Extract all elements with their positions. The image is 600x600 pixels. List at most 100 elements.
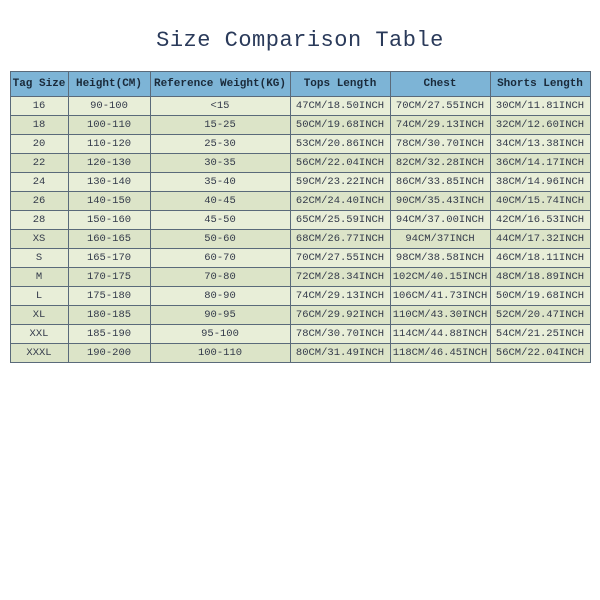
table-cell: 35-40 bbox=[150, 173, 290, 192]
table-cell: XXXL bbox=[10, 344, 68, 363]
table-cell: 25-30 bbox=[150, 135, 290, 154]
table-cell: 47CM/18.50INCH bbox=[290, 97, 390, 116]
table-cell: 50CM/19.68INCH bbox=[490, 287, 590, 306]
table-cell: 32CM/12.60INCH bbox=[490, 116, 590, 135]
table-cell: 175-180 bbox=[68, 287, 150, 306]
table-row: 22120-13030-3556CM/22.04INCH82CM/32.28IN… bbox=[10, 154, 590, 173]
table-row: S165-17060-7070CM/27.55INCH98CM/38.58INC… bbox=[10, 249, 590, 268]
table-cell: S bbox=[10, 249, 68, 268]
table-cell: 100-110 bbox=[68, 116, 150, 135]
table-cell: 150-160 bbox=[68, 211, 150, 230]
col-header-height: Height(CM) bbox=[68, 72, 150, 97]
table-cell: 82CM/32.28INCH bbox=[390, 154, 490, 173]
table-cell: 94CM/37INCH bbox=[390, 230, 490, 249]
table-cell: 180-185 bbox=[68, 306, 150, 325]
table-cell: 80CM/31.49INCH bbox=[290, 344, 390, 363]
table-cell: 48CM/18.89INCH bbox=[490, 268, 590, 287]
table-cell: 106CM/41.73INCH bbox=[390, 287, 490, 306]
table-cell: 15-25 bbox=[150, 116, 290, 135]
table-row: 28150-16045-5065CM/25.59INCH94CM/37.00IN… bbox=[10, 211, 590, 230]
table-row: 20110-12025-3053CM/20.86INCH78CM/30.70IN… bbox=[10, 135, 590, 154]
table-cell: 110CM/43.30INCH bbox=[390, 306, 490, 325]
table-row: 26140-15040-4562CM/24.40INCH90CM/35.43IN… bbox=[10, 192, 590, 211]
table-cell: 90CM/35.43INCH bbox=[390, 192, 490, 211]
table-cell: 140-150 bbox=[68, 192, 150, 211]
table-cell: 36CM/14.17INCH bbox=[490, 154, 590, 173]
header-row: Tag Size Height(CM) Reference Weight(KG)… bbox=[10, 72, 590, 97]
col-header-shorts-length: Shorts Length bbox=[490, 72, 590, 97]
table-cell: 74CM/29.13INCH bbox=[290, 287, 390, 306]
table-cell: 72CM/28.34INCH bbox=[290, 268, 390, 287]
table-cell: 68CM/26.77INCH bbox=[290, 230, 390, 249]
size-table: Tag Size Height(CM) Reference Weight(KG)… bbox=[10, 71, 591, 363]
table-row: 18100-11015-2550CM/19.68INCH74CM/29.13IN… bbox=[10, 116, 590, 135]
table-cell: 120-130 bbox=[68, 154, 150, 173]
table-cell: 30-35 bbox=[150, 154, 290, 173]
page-title: Size Comparison Table bbox=[156, 28, 444, 53]
table-cell: 78CM/30.70INCH bbox=[390, 135, 490, 154]
table-cell: 90-95 bbox=[150, 306, 290, 325]
table-cell: 40CM/15.74INCH bbox=[490, 192, 590, 211]
table-row: XXL185-19095-10078CM/30.70INCH114CM/44.8… bbox=[10, 325, 590, 344]
table-cell: 95-100 bbox=[150, 325, 290, 344]
table-cell: XL bbox=[10, 306, 68, 325]
table-cell: 42CM/16.53INCH bbox=[490, 211, 590, 230]
table-cell: <15 bbox=[150, 97, 290, 116]
table-row: L175-18080-9074CM/29.13INCH106CM/41.73IN… bbox=[10, 287, 590, 306]
table-cell: 165-170 bbox=[68, 249, 150, 268]
table-cell: 44CM/17.32INCH bbox=[490, 230, 590, 249]
table-cell: 80-90 bbox=[150, 287, 290, 306]
table-cell: 24 bbox=[10, 173, 68, 192]
table-cell: 118CM/46.45INCH bbox=[390, 344, 490, 363]
table-cell: 190-200 bbox=[68, 344, 150, 363]
table-cell: 130-140 bbox=[68, 173, 150, 192]
table-cell: 86CM/33.85INCH bbox=[390, 173, 490, 192]
table-cell: 110-120 bbox=[68, 135, 150, 154]
table-cell: 160-165 bbox=[68, 230, 150, 249]
table-cell: 170-175 bbox=[68, 268, 150, 287]
table-cell: 90-100 bbox=[68, 97, 150, 116]
table-cell: 34CM/13.38INCH bbox=[490, 135, 590, 154]
table-cell: 50CM/19.68INCH bbox=[290, 116, 390, 135]
table-cell: 60-70 bbox=[150, 249, 290, 268]
table-cell: 38CM/14.96INCH bbox=[490, 173, 590, 192]
table-cell: 100-110 bbox=[150, 344, 290, 363]
table-cell: 70CM/27.55INCH bbox=[390, 97, 490, 116]
table-cell: 56CM/22.04INCH bbox=[490, 344, 590, 363]
table-cell: 65CM/25.59INCH bbox=[290, 211, 390, 230]
table-cell: 94CM/37.00INCH bbox=[390, 211, 490, 230]
table-cell: 46CM/18.11INCH bbox=[490, 249, 590, 268]
table-row: M170-17570-8072CM/28.34INCH102CM/40.15IN… bbox=[10, 268, 590, 287]
table-cell: 45-50 bbox=[150, 211, 290, 230]
table-cell: 22 bbox=[10, 154, 68, 173]
table-cell: 26 bbox=[10, 192, 68, 211]
table-cell: 74CM/29.13INCH bbox=[390, 116, 490, 135]
col-header-ref-weight: Reference Weight(KG) bbox=[150, 72, 290, 97]
table-cell: 53CM/20.86INCH bbox=[290, 135, 390, 154]
table-cell: 76CM/29.92INCH bbox=[290, 306, 390, 325]
table-row: 1690-100<1547CM/18.50INCH70CM/27.55INCH3… bbox=[10, 97, 590, 116]
table-cell: 70-80 bbox=[150, 268, 290, 287]
table-cell: L bbox=[10, 287, 68, 306]
col-header-chest: Chest bbox=[390, 72, 490, 97]
table-row: 24130-14035-4059CM/23.22INCH86CM/33.85IN… bbox=[10, 173, 590, 192]
table-cell: 56CM/22.04INCH bbox=[290, 154, 390, 173]
table-cell: 18 bbox=[10, 116, 68, 135]
table-cell: 16 bbox=[10, 97, 68, 116]
table-cell: 114CM/44.88INCH bbox=[390, 325, 490, 344]
table-cell: 98CM/38.58INCH bbox=[390, 249, 490, 268]
table-cell: 50-60 bbox=[150, 230, 290, 249]
table-cell: 70CM/27.55INCH bbox=[290, 249, 390, 268]
table-cell: 52CM/20.47INCH bbox=[490, 306, 590, 325]
table-row: XL180-18590-9576CM/29.92INCH110CM/43.30I… bbox=[10, 306, 590, 325]
table-cell: 40-45 bbox=[150, 192, 290, 211]
table-row: XS160-16550-6068CM/26.77INCH94CM/37INCH4… bbox=[10, 230, 590, 249]
table-row: XXXL190-200100-11080CM/31.49INCH118CM/46… bbox=[10, 344, 590, 363]
table-cell: 102CM/40.15INCH bbox=[390, 268, 490, 287]
table-cell: 62CM/24.40INCH bbox=[290, 192, 390, 211]
table-cell: 78CM/30.70INCH bbox=[290, 325, 390, 344]
table-cell: M bbox=[10, 268, 68, 287]
table-cell: 30CM/11.81INCH bbox=[490, 97, 590, 116]
col-header-tag-size: Tag Size bbox=[10, 72, 68, 97]
table-cell: 54CM/21.25INCH bbox=[490, 325, 590, 344]
